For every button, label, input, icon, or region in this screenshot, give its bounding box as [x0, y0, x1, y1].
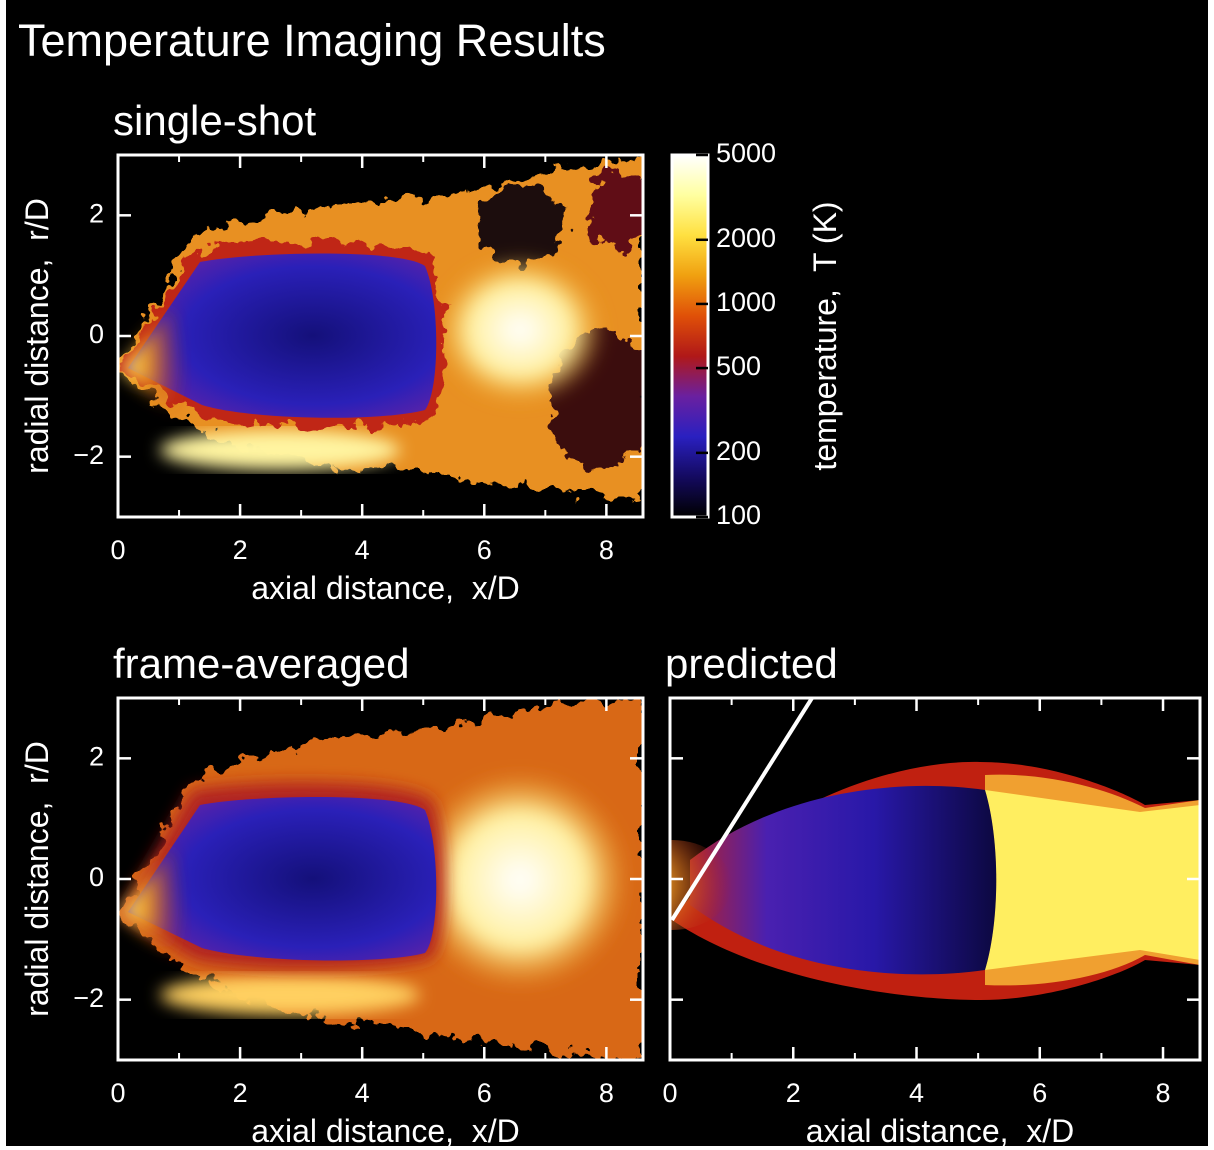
- y-tick-label: 2: [89, 198, 104, 228]
- y-axis-label: radial distance, r/D: [19, 741, 55, 1017]
- x-tick-label: 8: [599, 535, 614, 565]
- x-tick-label: 4: [355, 535, 370, 565]
- x-tick-label: 0: [662, 1078, 677, 1108]
- figure-title: Temperature Imaging Results: [18, 15, 606, 66]
- x-tick-label: 2: [786, 1078, 801, 1108]
- colorbar-label: temperature, T (K): [807, 201, 843, 470]
- x-axis-label: axial distance, x/D: [251, 1113, 520, 1149]
- x-axis-label: axial distance, x/D: [251, 570, 520, 606]
- x-tick-label: 2: [233, 535, 248, 565]
- y-tick-label: 0: [89, 862, 104, 892]
- x-tick-label: 8: [1156, 1078, 1171, 1108]
- colorbar: [672, 155, 708, 517]
- y-tick-label: −2: [73, 983, 104, 1013]
- x-tick-label: 4: [909, 1078, 924, 1108]
- panel-title: predicted: [665, 640, 838, 687]
- x-axis-label: axial distance, x/D: [806, 1113, 1075, 1149]
- colorbar-tick-label: 2000: [716, 223, 776, 253]
- x-tick-label: 8: [599, 1078, 614, 1108]
- colorbar-tick-label: 200: [716, 436, 761, 466]
- y-tick-label: 0: [89, 319, 104, 349]
- colorbar-tick-label: 5000: [716, 138, 776, 168]
- y-tick-label: 2: [89, 741, 104, 771]
- panel-title: single-shot: [113, 97, 316, 144]
- x-tick-label: 6: [477, 1078, 492, 1108]
- x-tick-label: 4: [355, 1078, 370, 1108]
- x-tick-label: 0: [110, 1078, 125, 1108]
- page: Temperature Imaging Results single-shot 0…: [0, 0, 1214, 1150]
- colorbar-tick-label: 500: [716, 351, 761, 381]
- x-tick-label: 0: [110, 535, 125, 565]
- x-tick-label: 6: [1032, 1078, 1047, 1108]
- figure: Temperature Imaging Results single-shot 0…: [0, 0, 1214, 1150]
- colorbar-tick-label: 100: [716, 500, 761, 530]
- x-tick-label: 2: [233, 1078, 248, 1108]
- y-axis-label: radial distance, r/D: [19, 198, 55, 474]
- colorbar-tick-label: 1000: [716, 287, 776, 317]
- x-tick-label: 6: [477, 535, 492, 565]
- panel-title: frame-averaged: [113, 640, 409, 687]
- y-tick-label: −2: [73, 440, 104, 470]
